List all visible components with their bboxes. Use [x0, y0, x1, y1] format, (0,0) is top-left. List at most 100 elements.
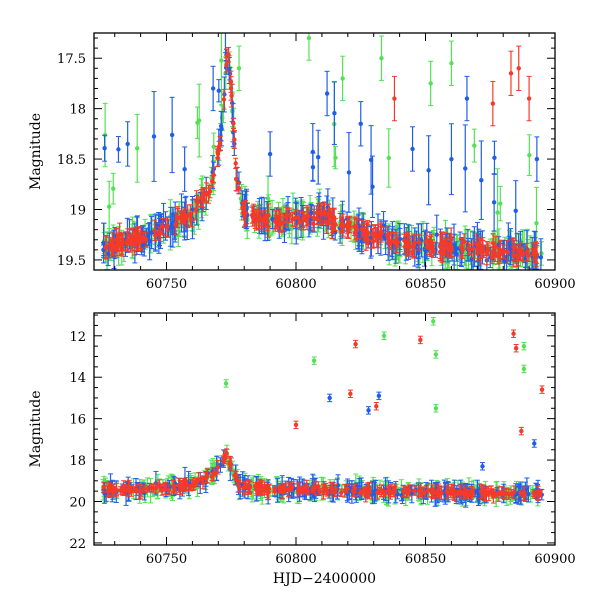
data-point	[412, 240, 417, 245]
data-point-red	[340, 213, 346, 237]
outlier-point	[125, 121, 131, 167]
data-point	[196, 118, 202, 123]
data-point-blue	[115, 136, 121, 163]
data-point	[448, 237, 454, 242]
data-point	[153, 233, 158, 238]
data-point	[480, 244, 486, 249]
data-point-blue	[216, 79, 222, 103]
data-point	[309, 210, 314, 216]
data-point	[173, 222, 178, 227]
data-point	[217, 141, 223, 146]
y-axis-title: Magnitude	[28, 113, 44, 190]
data-point	[513, 208, 518, 213]
data-point-red	[301, 210, 307, 222]
data-point	[490, 101, 496, 106]
data-point-red	[492, 247, 498, 263]
data-point	[492, 252, 498, 258]
data-point	[526, 253, 532, 258]
y-tick-label: 19.5	[57, 254, 86, 269]
data-point	[289, 226, 295, 231]
data-point-red	[501, 244, 507, 259]
data-point	[158, 230, 163, 235]
plot-area	[100, 0, 545, 270]
data-point	[459, 245, 464, 250]
data-point	[471, 246, 476, 251]
data-point-red	[207, 184, 213, 199]
data-point	[310, 164, 316, 170]
data-point-red	[442, 232, 448, 256]
data-point	[463, 166, 468, 171]
data-point	[491, 200, 497, 205]
data-point	[168, 224, 173, 229]
data-point	[179, 215, 184, 220]
outlier-point	[236, 45, 242, 91]
data-point	[204, 192, 209, 197]
data-point	[277, 215, 282, 220]
data-point-blue	[102, 134, 108, 162]
data-point-red	[505, 239, 511, 265]
data-point-red	[249, 206, 255, 224]
data-point	[333, 155, 338, 160]
data-point-red	[195, 196, 201, 208]
data-point-red	[437, 234, 443, 259]
data-point	[234, 176, 239, 182]
data-point-red	[203, 187, 209, 202]
data-point	[301, 214, 307, 219]
data-point	[505, 249, 510, 255]
data-point-red	[393, 232, 399, 249]
outlier-point	[410, 126, 416, 172]
data-point-red	[127, 228, 133, 243]
data-point	[376, 234, 381, 239]
data-point-red	[458, 237, 464, 258]
data-point	[193, 207, 198, 212]
data-point	[125, 141, 130, 147]
data-point	[495, 210, 500, 215]
data-point-red	[470, 238, 476, 259]
data-point-red	[345, 223, 351, 238]
data-point	[127, 233, 132, 238]
data-point	[258, 216, 264, 222]
data-point	[449, 156, 454, 162]
data-point-red	[277, 210, 283, 224]
data-point	[306, 35, 312, 41]
data-point-red	[221, 89, 227, 110]
data-point-red	[311, 208, 317, 229]
data-point-green	[332, 146, 338, 170]
data-point-red	[119, 233, 125, 246]
data-point-red	[193, 198, 199, 221]
data-point-green	[134, 113, 140, 183]
data-point	[315, 154, 321, 160]
data-point-blue	[462, 124, 468, 213]
data-point	[111, 186, 116, 191]
data-point	[526, 96, 532, 101]
data-point-red	[412, 234, 418, 251]
data-point	[387, 239, 392, 244]
data-point-blue	[491, 173, 497, 232]
data-point-green	[386, 128, 392, 188]
data-point-red	[424, 231, 430, 250]
y-tick-label: 18	[69, 103, 86, 118]
data-point-red	[143, 231, 149, 248]
data-point-blue	[397, 223, 403, 256]
data-point	[116, 147, 121, 152]
outlier-point	[490, 80, 496, 127]
outlier-point	[378, 35, 384, 81]
bottom-panel: 60750 60800 60850 60900121416182022Magnitud…	[28, 312, 576, 587]
data-point	[160, 224, 165, 229]
data-point-red	[354, 218, 360, 240]
data-point	[472, 143, 477, 148]
data-point	[484, 250, 490, 256]
data-point	[188, 217, 194, 222]
data-point	[329, 225, 335, 230]
data-point-red	[513, 244, 519, 268]
data-point	[534, 220, 539, 226]
data-point-red	[110, 239, 116, 251]
data-point-blue	[229, 0, 234, 31]
data-point-red	[524, 242, 530, 262]
x-tick-label: 60750	[146, 277, 187, 292]
data-point-red	[319, 203, 325, 226]
data-point-blue	[151, 91, 157, 182]
data-point	[434, 232, 439, 237]
outlier-point	[358, 101, 364, 147]
data-point	[135, 146, 140, 151]
